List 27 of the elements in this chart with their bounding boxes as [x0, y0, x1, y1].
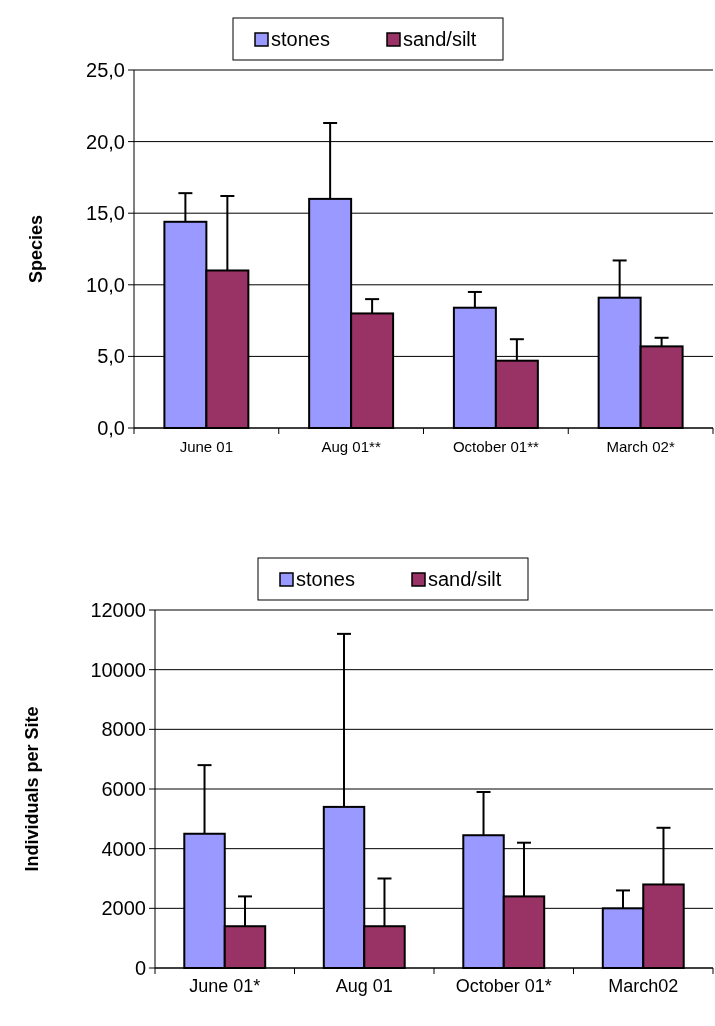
- y-tick-label: 6000: [101, 778, 146, 800]
- y-axis-title: Individuals per Site: [22, 706, 42, 872]
- x-tick-label: March02: [608, 976, 679, 996]
- x-tick-label: October 01*: [455, 976, 552, 996]
- y-tick-label: 5,0: [97, 345, 125, 368]
- x-tick-label: Aug 01**: [321, 438, 381, 455]
- y-tick-label: 10,0: [86, 273, 125, 296]
- y-tick-label: 20,0: [86, 130, 125, 153]
- y-tick-label: 25,0: [86, 59, 125, 81]
- legend-label: sand/silt: [403, 28, 477, 50]
- y-tick-label: 10000: [90, 658, 146, 681]
- y-tick-label: 4000: [101, 837, 146, 860]
- y-tick-label: 0,0: [97, 417, 125, 439]
- x-tick-label: March 02*: [606, 438, 675, 455]
- y-tick-label: 0: [134, 957, 146, 979]
- legend-label: sand/silt: [428, 568, 502, 590]
- x-tick-label: October 01**: [452, 438, 539, 455]
- x-tick-label: June 01: [179, 438, 234, 455]
- y-tick-label: 15,0: [86, 202, 125, 225]
- x-tick-label: June 01*: [189, 976, 261, 996]
- legend-label: stones: [296, 568, 355, 590]
- x-tick-label: Aug 01: [335, 976, 393, 996]
- y-tick-label: 2000: [101, 897, 146, 920]
- y-tick-label: 12000: [90, 599, 146, 621]
- y-tick-label: 8000: [101, 718, 146, 741]
- y-axis-title: Species: [26, 214, 46, 284]
- legend-label: stones: [271, 28, 330, 50]
